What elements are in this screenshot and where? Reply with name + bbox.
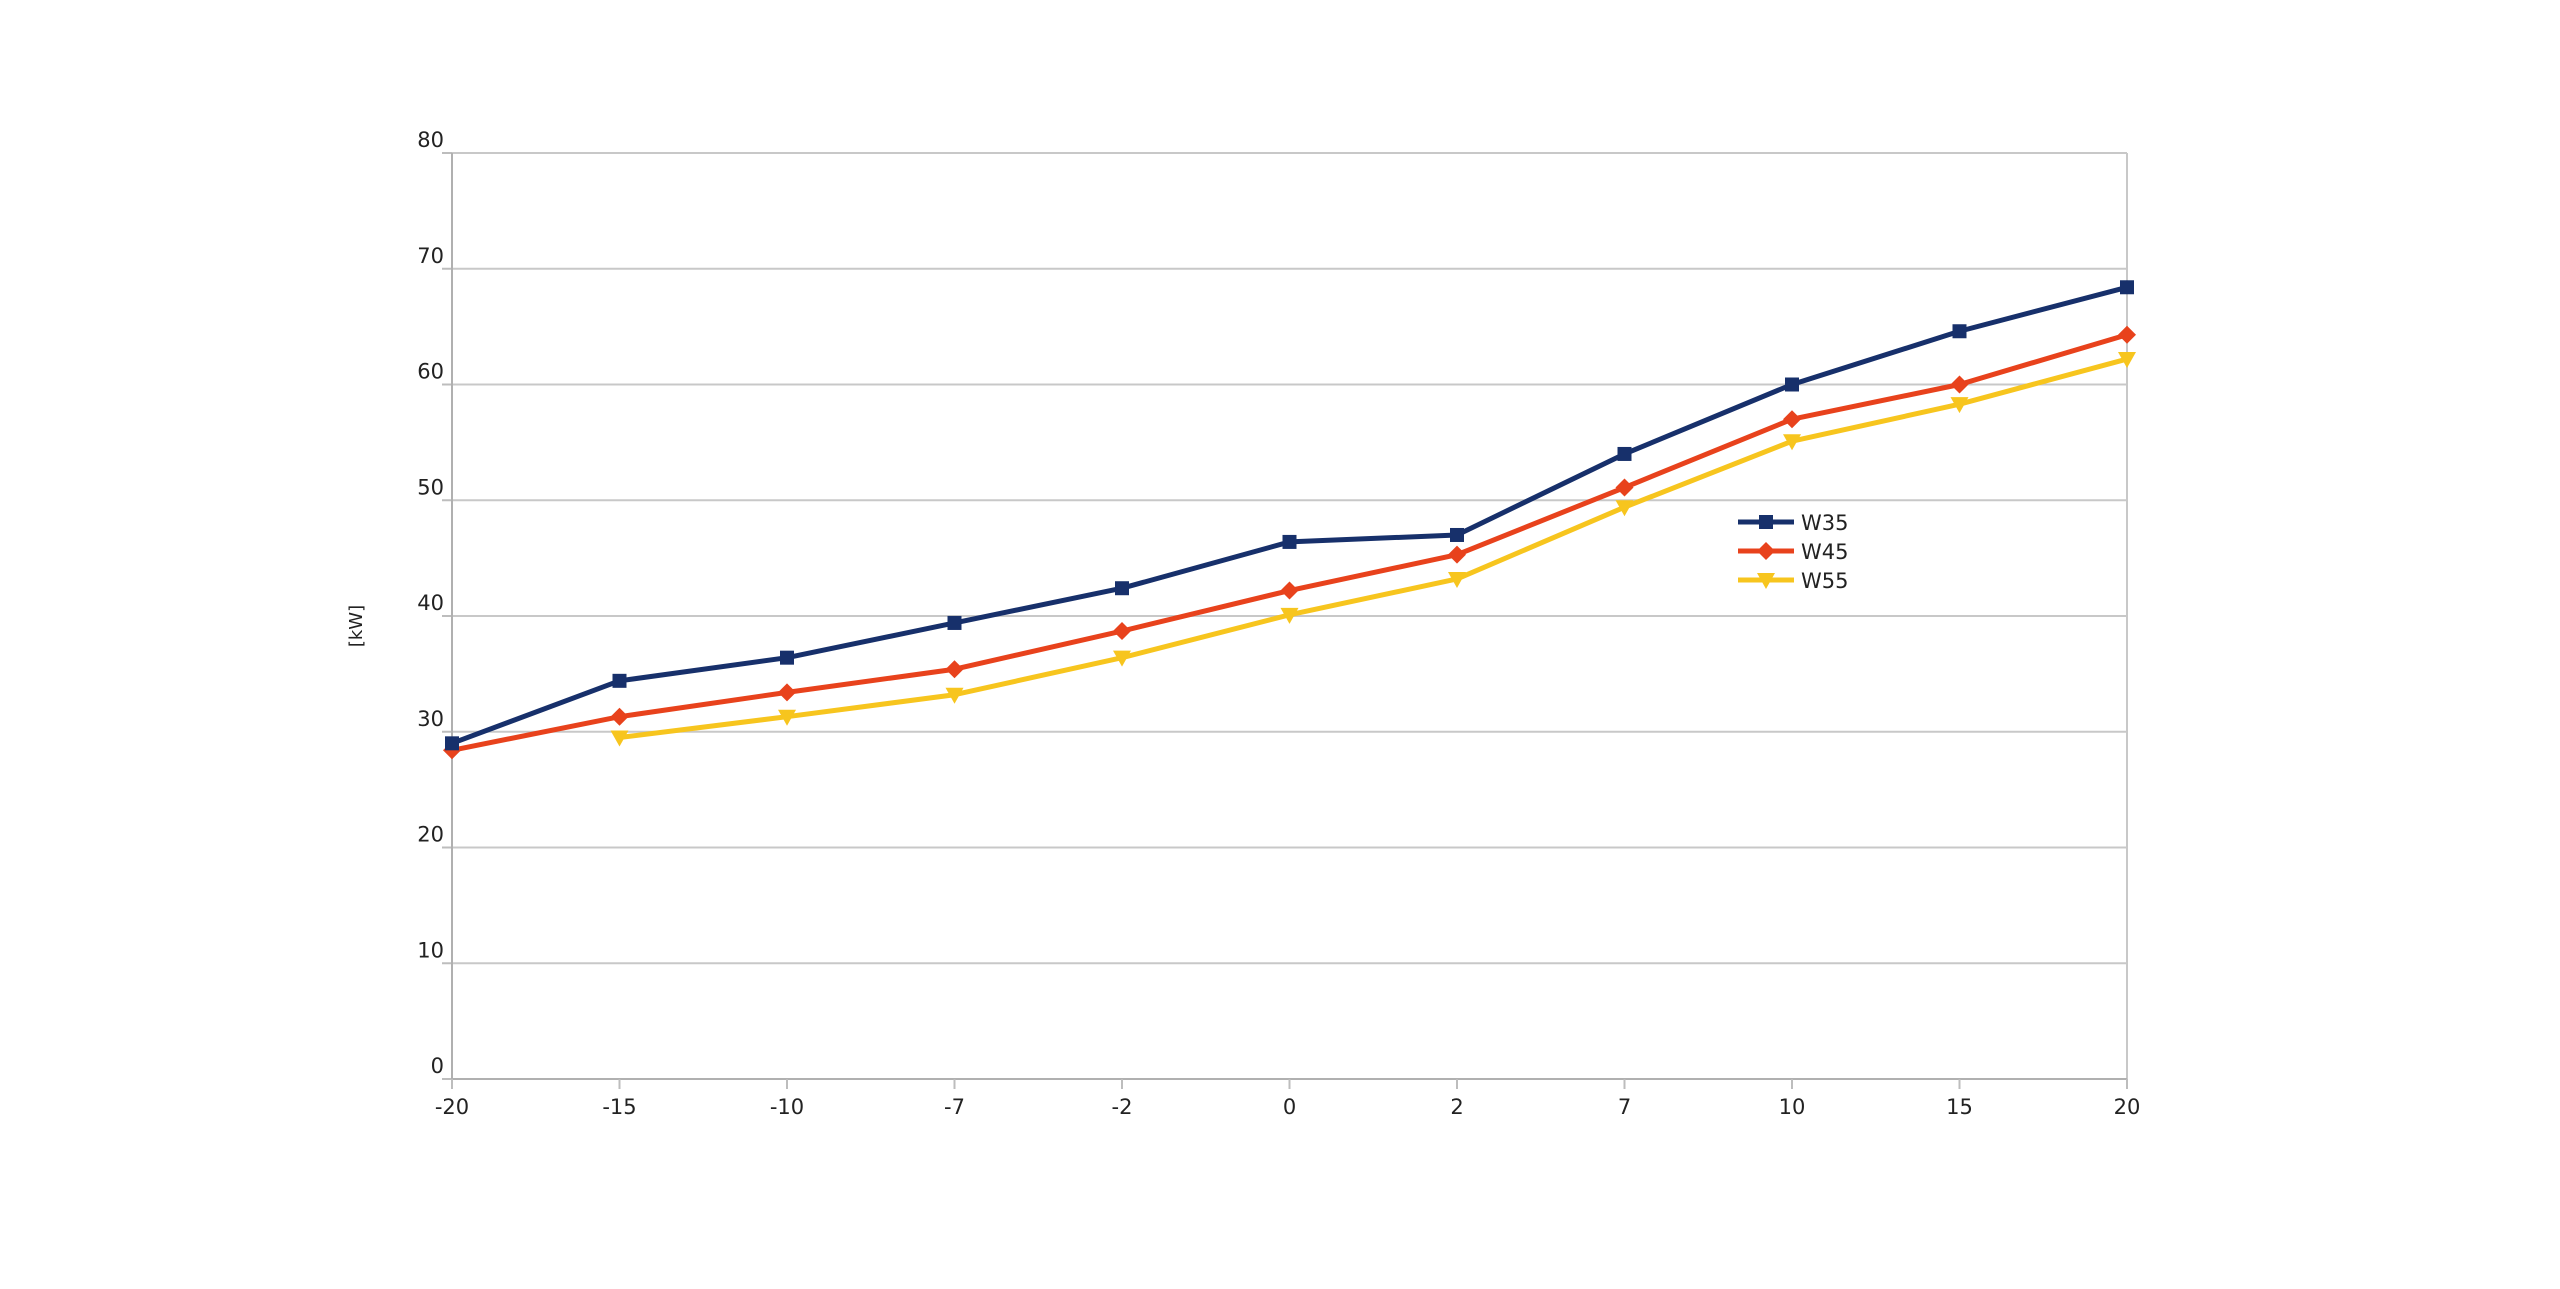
y-tick-label: 0 bbox=[431, 1054, 444, 1078]
y-tick-label: 70 bbox=[417, 244, 444, 268]
data-point-w55 bbox=[778, 709, 796, 726]
y-axis-tick-labels: 0 10 20 30 40 50 60 70 80 bbox=[417, 128, 444, 1078]
data-point-w55 bbox=[1950, 397, 1969, 414]
x-tick-label: -15 bbox=[602, 1095, 636, 1119]
y-tick-label: 40 bbox=[417, 591, 444, 615]
series-w35 bbox=[445, 280, 2134, 751]
legend-item-w45: W45 bbox=[1738, 540, 1849, 564]
data-point-w55 bbox=[1113, 650, 1131, 667]
series-w55 bbox=[610, 352, 2136, 747]
x-tick-label: 7 bbox=[1618, 1095, 1631, 1119]
axes bbox=[442, 152, 2128, 1089]
data-point-w55 bbox=[610, 730, 629, 747]
data-point-w55 bbox=[1448, 571, 1466, 588]
data-point-w35 bbox=[1282, 534, 1297, 549]
series-lines bbox=[443, 280, 2136, 760]
data-point-w35 bbox=[1785, 377, 1799, 392]
legend-label: W55 bbox=[1801, 569, 1849, 593]
data-point-w45 bbox=[1448, 545, 1466, 564]
data-point-w45 bbox=[778, 683, 796, 702]
data-point-w45 bbox=[2118, 325, 2136, 344]
data-point-w45 bbox=[1113, 622, 1131, 641]
data-point-w55 bbox=[1280, 607, 1299, 624]
legend-swatch-marker bbox=[1757, 542, 1775, 560]
data-point-w55 bbox=[2118, 352, 2136, 369]
y-axis-title: [kW] bbox=[346, 605, 367, 647]
x-tick-label: 20 bbox=[2114, 1095, 2141, 1119]
data-point-w55 bbox=[945, 687, 964, 704]
data-point-w35 bbox=[1952, 324, 1967, 339]
legend-item-w35: W35 bbox=[1738, 511, 1849, 535]
legend-swatch-marker bbox=[1759, 515, 1773, 529]
x-axis-tick-labels: -20 -15 -10 -7 -2 0 2 7 10 15 20 bbox=[435, 1095, 2141, 1119]
legend-label: W45 bbox=[1801, 540, 1849, 564]
y-tick-label: 10 bbox=[417, 938, 444, 962]
legend-swatch-marker bbox=[1757, 573, 1775, 589]
data-point-w35 bbox=[947, 615, 962, 630]
data-point-w35 bbox=[612, 673, 627, 688]
y-tick-label: 80 bbox=[417, 128, 444, 152]
series-line-w35 bbox=[449, 284, 2130, 746]
data-point-w35 bbox=[445, 736, 459, 751]
data-point-w55 bbox=[1783, 434, 1801, 451]
data-point-w45 bbox=[1950, 375, 1969, 394]
x-tick-label: 0 bbox=[1283, 1095, 1296, 1119]
y-tick-label: 20 bbox=[417, 823, 444, 847]
x-tick-label: -7 bbox=[944, 1095, 965, 1119]
y-tick-label: 30 bbox=[417, 707, 444, 731]
data-point-w45 bbox=[1280, 581, 1299, 600]
x-tick-label: -2 bbox=[1112, 1095, 1133, 1119]
data-point-w35 bbox=[780, 650, 794, 665]
series-line-w55 bbox=[617, 356, 2130, 741]
x-tick-label: 2 bbox=[1450, 1095, 1463, 1119]
data-point-w45 bbox=[610, 707, 629, 726]
data-point-w45 bbox=[1615, 478, 1634, 497]
legend-label: W35 bbox=[1801, 511, 1849, 535]
data-point-w35 bbox=[1115, 581, 1129, 596]
y-tick-label: 60 bbox=[417, 360, 444, 384]
gridlines bbox=[452, 152, 2127, 965]
legend: W35 W45 W55 bbox=[1738, 511, 1849, 593]
legend-item-w55: W55 bbox=[1738, 569, 1849, 593]
data-point-w35 bbox=[2120, 280, 2134, 295]
x-tick-label: 15 bbox=[1946, 1095, 1973, 1119]
data-point-w35 bbox=[1617, 446, 1632, 461]
x-tick-label: -20 bbox=[435, 1095, 469, 1119]
y-tick-label: 50 bbox=[417, 475, 444, 499]
data-point-w45 bbox=[1783, 410, 1801, 429]
data-point-w45 bbox=[945, 660, 964, 679]
x-tick-label: 10 bbox=[1779, 1095, 1806, 1119]
data-point-w35 bbox=[1450, 527, 1464, 542]
x-tick-label: -10 bbox=[770, 1095, 804, 1119]
data-point-w55 bbox=[1615, 500, 1634, 517]
